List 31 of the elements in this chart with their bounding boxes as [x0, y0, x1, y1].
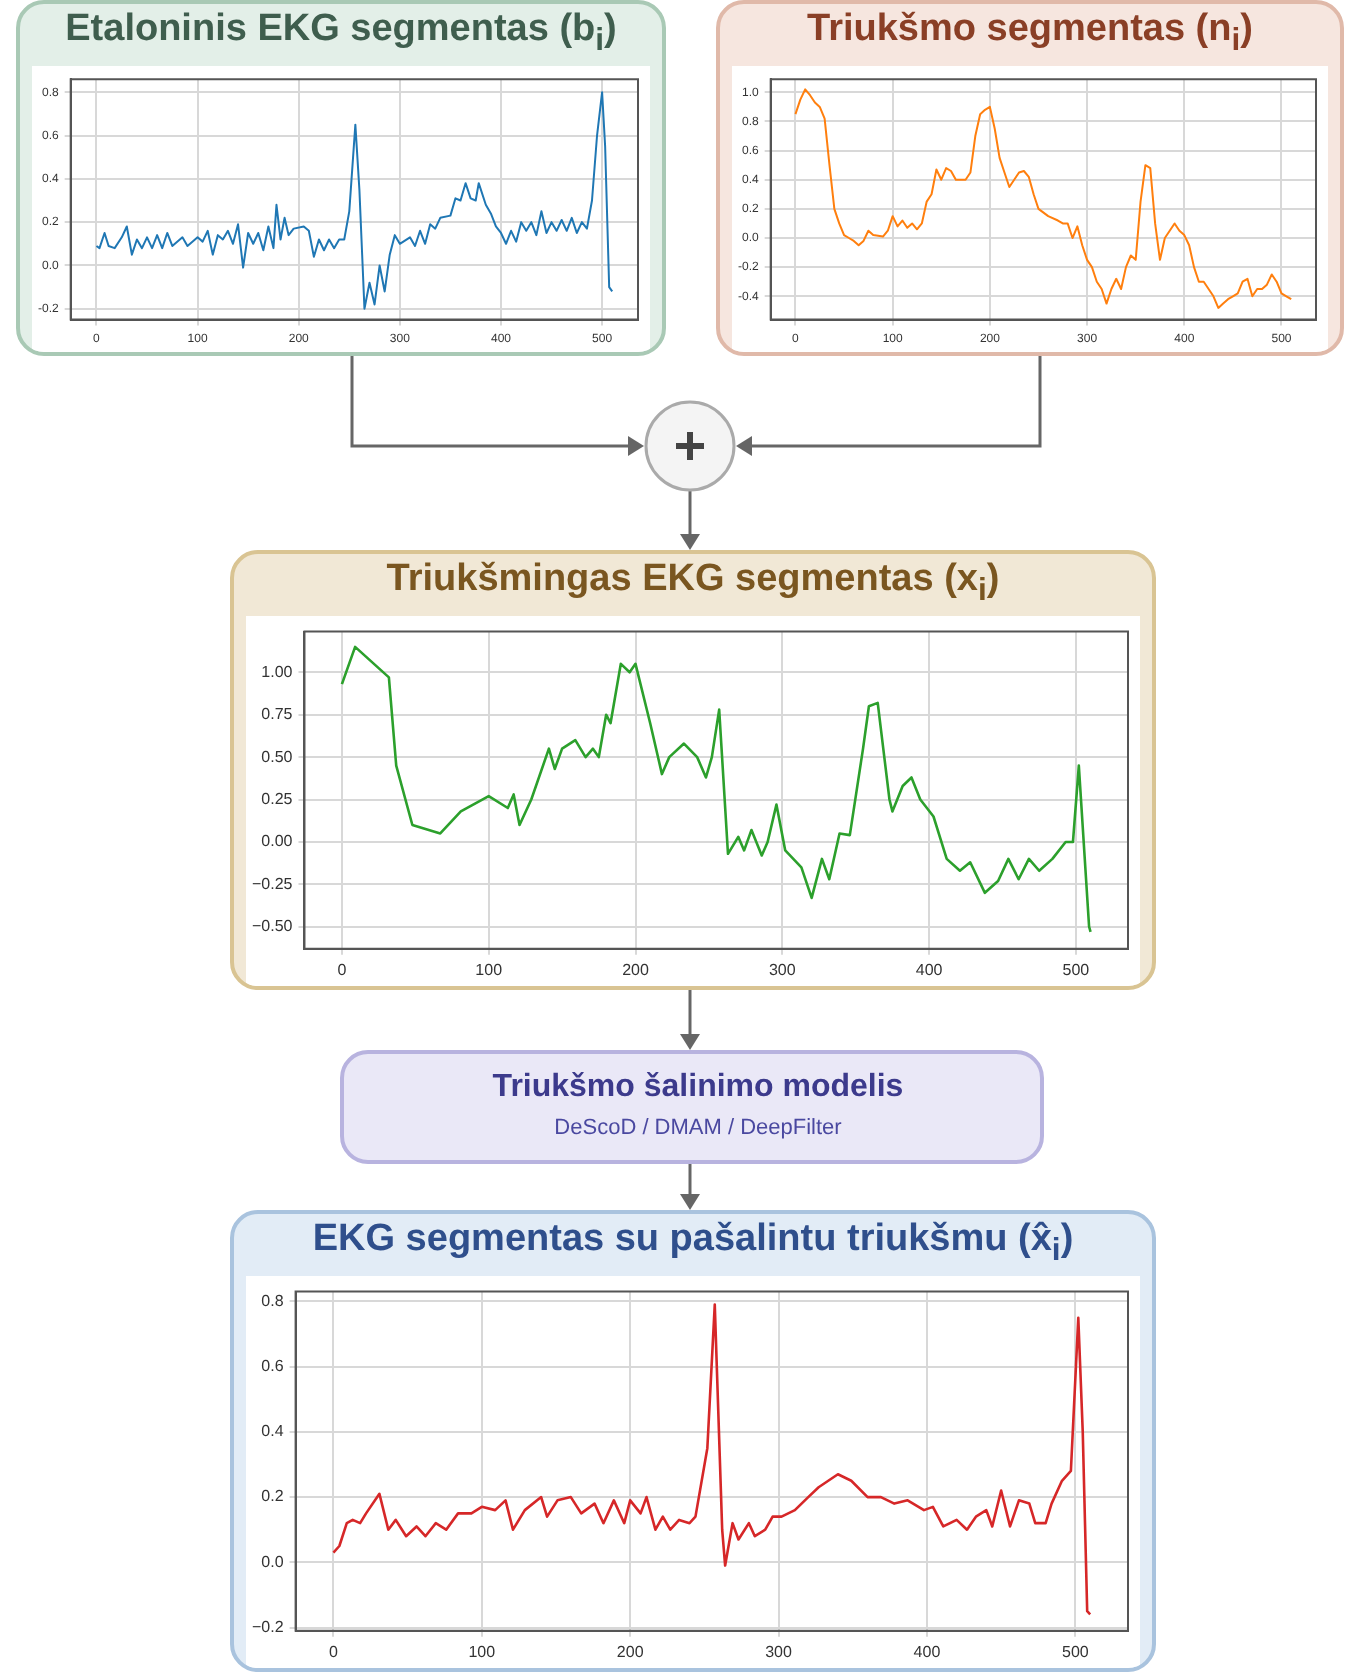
y-tick-label: 1.00	[261, 662, 294, 681]
text: Triukšmo šalinimo modelis	[490, 1070, 906, 1106]
x-tick-label: 200	[622, 960, 650, 979]
x-tick-label: 0	[328, 1642, 339, 1661]
text: DeScoD / DMAM / DeepFilter	[552, 1116, 844, 1140]
y-tick-label: 0.2	[261, 1487, 285, 1506]
x-tick-label: 500	[1062, 960, 1091, 979]
chart-title: EKG segmentas su pašalintu triukšmu (x̂$_{i}$)	[310, 1216, 1076, 1272]
y-tick-label: −0.50	[251, 916, 294, 935]
y-tick-label: 0.75	[261, 704, 294, 723]
x-tick-label: 400	[915, 960, 944, 979]
chart-title: Etaloninis EKG segmentas (b$_{i}$)	[63, 6, 619, 62]
x-tick-label: 300	[768, 960, 797, 979]
y-tick-label: 0.25	[261, 789, 294, 808]
chart-title: Triukšmo segmentas (n$_{i}$)	[805, 6, 1255, 62]
y-tick-label: 0.0	[261, 1552, 285, 1571]
x-tick-label: 300	[765, 1642, 793, 1661]
x-tick-label: 500	[1061, 1642, 1090, 1661]
y-tick-label: −0.2	[251, 1617, 285, 1636]
x-tick-label: 400	[913, 1642, 942, 1661]
x-tick-label: 100	[475, 960, 504, 979]
y-tick-label: 0.4	[261, 1421, 285, 1440]
y-tick-label: 0.8	[261, 1291, 285, 1310]
y-tick-label: −0.25	[251, 874, 294, 893]
y-tick-label: 0.00	[261, 831, 294, 850]
y-tick-label: 0.50	[261, 747, 294, 766]
x-tick-label: 100	[468, 1642, 497, 1661]
x-tick-label: 200	[616, 1642, 645, 1661]
x-tick-label: 0	[337, 960, 348, 979]
chart-title: Triukšmingas EKG segmentas (x$_{i}$)	[384, 556, 1002, 612]
y-tick-label: 0.6	[261, 1356, 285, 1375]
